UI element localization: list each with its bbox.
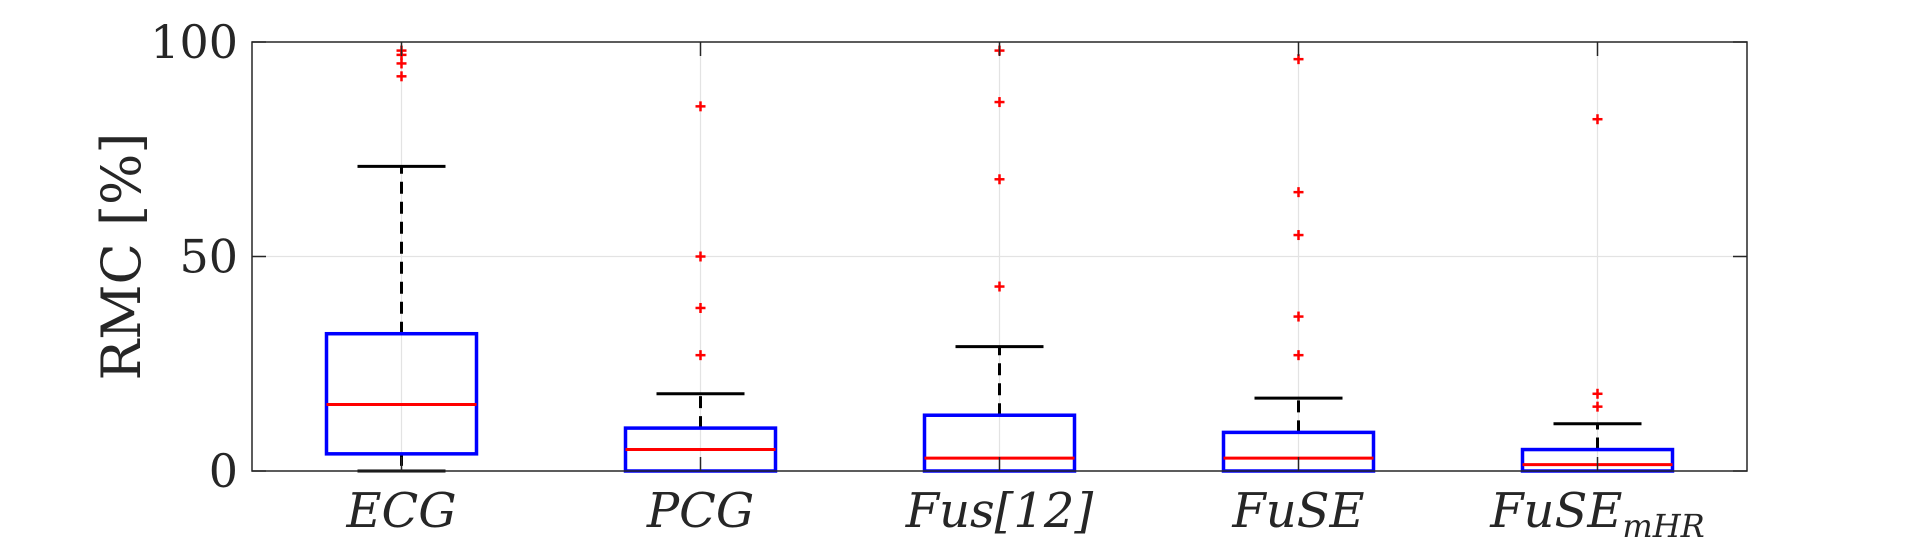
outlier-marker [396, 58, 407, 69]
outlier-marker [1293, 311, 1304, 322]
y-axis-label: RMC [%] [90, 133, 153, 381]
x-tick-label-text: FuSE [1489, 483, 1622, 539]
outlier-marker [396, 71, 407, 82]
x-tick-label: Fus[12] [905, 483, 1094, 539]
grid-lines [252, 42, 1747, 471]
outlier-marker [994, 174, 1005, 185]
outlier-marker [695, 302, 706, 313]
outlier-marker [1592, 388, 1603, 399]
outlier-marker [1293, 187, 1304, 198]
outlier-marker [994, 97, 1005, 108]
y-tick-label: 100 [150, 15, 238, 69]
x-tick-label-text: FuSE [1231, 483, 1364, 539]
outlier-marker [1592, 114, 1603, 125]
x-tick-label-text: ECG [345, 483, 456, 539]
x-tick-label: ECG [345, 483, 456, 539]
box-iqr [324, 331, 479, 456]
y-tick-label: 0 [209, 444, 238, 498]
outlier-marker [1293, 230, 1304, 241]
outlier-marker [1592, 401, 1603, 412]
outlier-marker [695, 101, 706, 112]
x-tick-label-subscript: mHR [1622, 507, 1704, 545]
outlier-marker [1293, 350, 1304, 361]
x-tick-label: FuSE [1231, 483, 1364, 539]
outlier-marker [695, 350, 706, 361]
x-tick-label-text: Fus[12] [905, 483, 1094, 539]
outlier-marker [994, 281, 1005, 292]
y-tick-label: 50 [179, 230, 238, 284]
outlier-marker [695, 251, 706, 262]
x-tick-label: FuSEmHR [1489, 483, 1704, 545]
x-tick-label-text: PCG [646, 483, 754, 539]
x-tick-label: PCG [646, 483, 754, 539]
